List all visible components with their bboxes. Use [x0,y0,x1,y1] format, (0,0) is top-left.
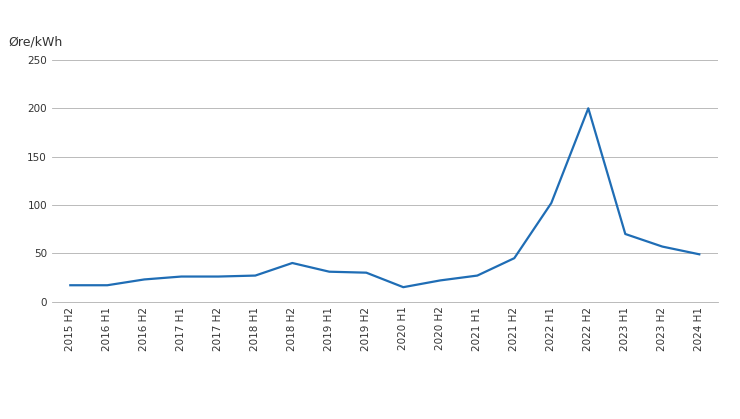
Text: Øre/kWh: Øre/kWh [9,35,63,48]
